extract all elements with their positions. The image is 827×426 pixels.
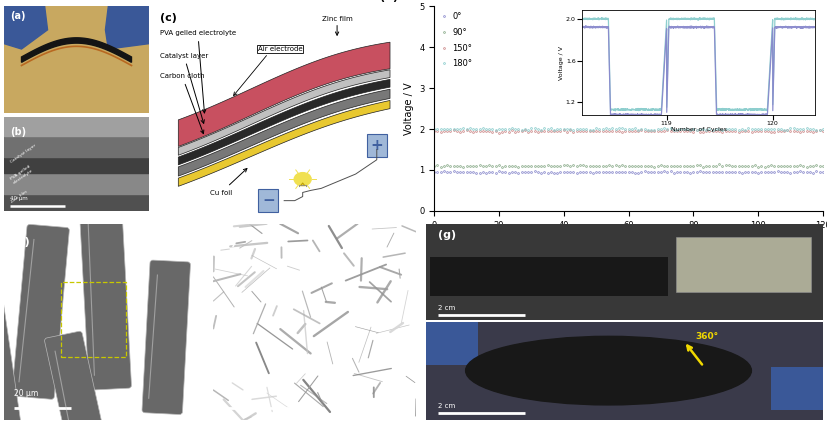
Text: 200 nm: 200 nm — [223, 389, 252, 398]
150° — [494, 130, 504, 135]
Bar — [4, 194, 149, 211]
Polygon shape — [179, 70, 390, 155]
0° — [818, 169, 827, 174]
90° — [796, 162, 805, 167]
Polygon shape — [179, 79, 390, 165]
Text: Catalyst layer: Catalyst layer — [10, 144, 37, 164]
0° — [468, 170, 478, 175]
Text: Cu foil: Cu foil — [210, 169, 247, 196]
150° — [523, 129, 533, 134]
Bar — [430, 257, 668, 296]
Line: 150°: 150° — [433, 129, 824, 134]
180° — [796, 126, 805, 131]
Text: PVA gelled
electrolyte: PVA gelled electrolyte — [10, 164, 34, 184]
180° — [595, 127, 605, 132]
FancyBboxPatch shape — [79, 206, 131, 390]
180° — [468, 127, 478, 132]
Line: 180°: 180° — [433, 127, 824, 131]
Text: 360°: 360° — [696, 332, 719, 341]
Y-axis label: Voltage / V: Voltage / V — [404, 82, 414, 135]
150° — [818, 129, 827, 134]
150° — [566, 127, 576, 132]
90° — [691, 163, 701, 168]
150° — [429, 128, 439, 133]
Polygon shape — [22, 38, 131, 62]
Polygon shape — [106, 6, 149, 49]
150° — [679, 129, 689, 134]
Bar — [4, 156, 149, 173]
Text: (e): (e) — [12, 237, 30, 248]
90° — [595, 163, 605, 168]
Bar — [4, 117, 149, 136]
0° — [796, 168, 805, 173]
90° — [715, 161, 724, 167]
Text: (d): (d) — [380, 0, 398, 2]
90° — [520, 163, 530, 168]
Text: 40 μm: 40 μm — [10, 196, 27, 201]
90° — [468, 163, 478, 168]
0° — [429, 169, 439, 174]
Ellipse shape — [466, 337, 752, 405]
Bar — [426, 224, 823, 320]
Legend: 0°, 90°, 150°, 180°: 0°, 90°, 150°, 180° — [437, 9, 476, 72]
0° — [695, 169, 705, 174]
Bar — [4, 136, 149, 156]
Text: (f): (f) — [222, 237, 237, 248]
180° — [429, 127, 439, 132]
Polygon shape — [4, 6, 47, 49]
Bar — [772, 367, 823, 410]
FancyBboxPatch shape — [45, 331, 106, 426]
180° — [779, 128, 789, 133]
Bar — [61, 282, 126, 357]
Text: (b): (b) — [10, 127, 26, 136]
Polygon shape — [179, 101, 390, 186]
Text: 20 μm: 20 μm — [14, 389, 39, 398]
X-axis label: Number of Cycles: Number of Cycles — [586, 235, 672, 245]
150° — [601, 129, 611, 134]
150° — [698, 129, 708, 134]
0° — [676, 170, 686, 175]
FancyBboxPatch shape — [12, 225, 69, 399]
90° — [801, 164, 811, 170]
Text: 2 cm: 2 cm — [437, 403, 455, 409]
180° — [801, 125, 811, 130]
Bar — [4, 173, 149, 194]
180° — [691, 127, 701, 132]
Text: (c): (c) — [160, 12, 177, 23]
Bar — [676, 237, 811, 292]
Circle shape — [294, 173, 311, 186]
Text: −: − — [262, 193, 275, 208]
Text: Zinc film: Zinc film — [10, 189, 28, 203]
Text: 2 cm: 2 cm — [437, 305, 455, 311]
90° — [818, 164, 827, 169]
0° — [595, 170, 605, 175]
FancyBboxPatch shape — [4, 6, 149, 113]
Text: (a): (a) — [10, 11, 26, 20]
FancyBboxPatch shape — [0, 292, 22, 426]
Text: Carbon cloth: Carbon cloth — [160, 73, 204, 134]
150° — [798, 129, 808, 134]
180° — [672, 127, 682, 132]
FancyBboxPatch shape — [142, 260, 190, 414]
180° — [818, 127, 827, 132]
90° — [672, 164, 682, 169]
Text: Catalyst layer: Catalyst layer — [160, 52, 208, 123]
0° — [798, 170, 808, 175]
Text: PVA gelled electrolyte: PVA gelled electrolyte — [160, 30, 236, 113]
Polygon shape — [179, 89, 390, 176]
Line: 0°: 0° — [433, 170, 824, 174]
0° — [669, 171, 679, 176]
Text: (g): (g) — [437, 230, 456, 239]
Polygon shape — [179, 42, 390, 147]
180° — [520, 126, 530, 131]
0° — [520, 170, 530, 175]
Line: 90°: 90° — [433, 163, 824, 168]
Bar — [426, 322, 823, 420]
90° — [429, 164, 439, 169]
150° — [468, 130, 478, 135]
Text: +: + — [370, 138, 383, 153]
Text: Zinc film: Zinc film — [322, 16, 352, 22]
Text: Air electrode: Air electrode — [258, 46, 303, 52]
Bar — [426, 322, 477, 365]
